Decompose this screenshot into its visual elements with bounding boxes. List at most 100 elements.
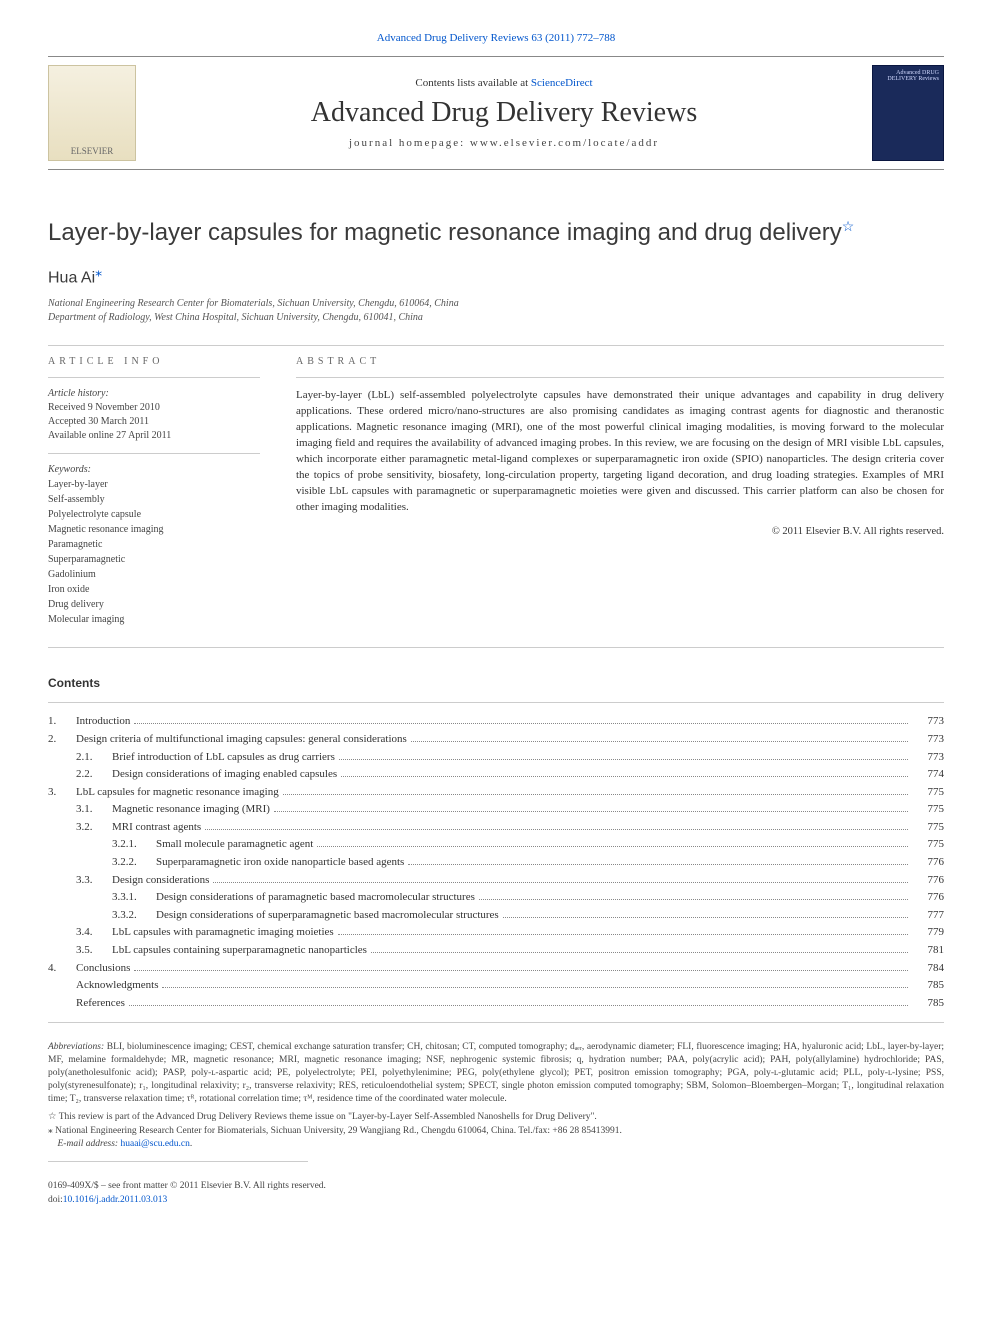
toc-number: 3.3.1. [112, 889, 156, 907]
toc-page: 775 [912, 836, 944, 854]
toc-row[interactable]: 3.1.Magnetic resonance imaging (MRI)775 [48, 801, 944, 819]
abbreviations-label: Abbreviations: [48, 1042, 104, 1052]
footer-block: 0169-409X/$ – see front matter © 2011 El… [48, 1180, 944, 1207]
toc-row[interactable]: 3.4.LbL capsules with paramagnetic imagi… [48, 924, 944, 942]
toc-leader-dots [317, 846, 908, 847]
affiliation-2: Department of Radiology, West China Hosp… [48, 311, 944, 325]
affiliation-1: National Engineering Research Center for… [48, 297, 944, 311]
keyword-item: Paramagnetic [48, 537, 260, 552]
toc-leader-dots [341, 776, 908, 777]
toc-row[interactable]: 3.3.2.Design considerations of superpara… [48, 907, 944, 925]
article-info-heading: ARTICLE INFO [48, 356, 260, 367]
banner-center: Contents lists available at ScienceDirec… [136, 77, 872, 149]
corresponding-author-mark[interactable]: ⁎ [95, 263, 102, 279]
toc-row[interactable]: 2.1.Brief introduction of LbL capsules a… [48, 749, 944, 767]
toc-row[interactable]: 1.Introduction773 [48, 713, 944, 731]
toc-row[interactable]: References785 [48, 995, 944, 1013]
toc-row[interactable]: 3.5.LbL capsules containing superparamag… [48, 942, 944, 960]
toc-title: Acknowledgments [76, 977, 158, 995]
affiliations: National Engineering Research Center for… [48, 297, 944, 325]
toc-row[interactable]: 3.2.2.Superparamagnetic iron oxide nanop… [48, 854, 944, 872]
toc-leader-dots [339, 759, 908, 760]
toc-number: 3.3. [76, 872, 112, 890]
toc-leader-dots [129, 1005, 908, 1006]
toc-leader-dots [338, 934, 908, 935]
journal-cover-thumbnail[interactable]: Advanced DRUG DELIVERY Reviews [872, 65, 944, 161]
keywords-list: Layer-by-layerSelf-assemblyPolyelectroly… [48, 477, 260, 627]
toc-title: MRI contrast agents [112, 819, 201, 837]
title-footnote-star[interactable]: ☆ [842, 218, 855, 234]
toc-leader-dots [274, 811, 908, 812]
info-abstract-row: ARTICLE INFO Article history: Received 9… [48, 356, 944, 627]
abstract-body: Layer-by-layer (LbL) self-assembled poly… [296, 388, 944, 516]
toc-leader-dots [205, 829, 908, 830]
doi-prefix: doi: [48, 1195, 63, 1205]
history-accepted: Accepted 30 March 2011 [48, 415, 260, 429]
elsevier-logo[interactable]: ELSEVIER [48, 65, 136, 161]
toc-page: 779 [912, 924, 944, 942]
toc-row[interactable]: 2.Design criteria of multifunctional ima… [48, 731, 944, 749]
toc-page: 775 [912, 819, 944, 837]
toc-title: Introduction [76, 713, 130, 731]
toc-row[interactable]: 2.2.Design considerations of imaging ena… [48, 766, 944, 784]
divider [48, 345, 944, 346]
toc-page: 784 [912, 960, 944, 978]
abstract-copyright: © 2011 Elsevier B.V. All rights reserved… [296, 526, 944, 537]
toc-leader-dots [162, 987, 908, 988]
journal-homepage[interactable]: journal homepage: www.elsevier.com/locat… [148, 137, 860, 149]
toc-row[interactable]: 4.Conclusions784 [48, 960, 944, 978]
article-history-body: Received 9 November 2010 Accepted 30 Mar… [48, 401, 260, 443]
toc-leader-dots [411, 741, 908, 742]
author-name: Hua Ai [48, 269, 95, 286]
toc-row[interactable]: 3.2.1.Small molecule paramagnetic agent7… [48, 836, 944, 854]
toc-title: LbL capsules for magnetic resonance imag… [76, 784, 279, 802]
abstract-heading: ABSTRACT [296, 356, 944, 367]
footnote-email: E-mail address: huaai@scu.edu.cn. [48, 1138, 944, 1151]
toc-row[interactable]: 3.3.Design considerations776 [48, 872, 944, 890]
footnote-corresponding: ⁎ National Engineering Research Center f… [48, 1125, 944, 1138]
article-title: Layer-by-layer capsules for magnetic res… [48, 218, 944, 247]
toc-row[interactable]: Acknowledgments 785 [48, 977, 944, 995]
toc-row[interactable]: 3.3.1.Design considerations of paramagne… [48, 889, 944, 907]
toc-leader-dots [503, 917, 908, 918]
toc-number: 2. [48, 731, 76, 749]
toc-title: Superparamagnetic iron oxide nanoparticl… [156, 854, 404, 872]
toc-row[interactable]: 3.2.MRI contrast agents 775 [48, 819, 944, 837]
history-online: Available online 27 April 2011 [48, 429, 260, 443]
toc-leader-dots [479, 899, 908, 900]
toc-page: 776 [912, 872, 944, 890]
toc-number: 4. [48, 960, 76, 978]
toc-title: Design criteria of multifunctional imagi… [76, 731, 407, 749]
toc-page: 781 [912, 942, 944, 960]
toc-number: 2.2. [76, 766, 112, 784]
toc-page: 773 [912, 731, 944, 749]
toc-page: 785 [912, 977, 944, 995]
doi-link[interactable]: 10.1016/j.addr.2011.03.013 [63, 1195, 167, 1205]
toc-title: LbL capsules with paramagnetic imaging m… [112, 924, 334, 942]
toc-number: 3. [48, 784, 76, 802]
divider [48, 377, 260, 378]
footer-copyright: 0169-409X/$ – see front matter © 2011 El… [48, 1180, 944, 1193]
toc-leader-dots [134, 723, 908, 724]
keyword-item: Magnetic resonance imaging [48, 522, 260, 537]
keyword-item: Iron oxide [48, 582, 260, 597]
toc-leader-dots [213, 882, 908, 883]
toc-leader-dots [283, 794, 908, 795]
toc-title: Design considerations of superparamagnet… [156, 907, 499, 925]
abstract-column: ABSTRACT Layer-by-layer (LbL) self-assem… [296, 356, 944, 627]
toc-leader-dots [371, 952, 908, 953]
toc-page: 773 [912, 749, 944, 767]
journal-citation-link[interactable]: Advanced Drug Delivery Reviews 63 (2011)… [48, 32, 944, 44]
toc-number: 3.3.2. [112, 907, 156, 925]
journal-banner: ELSEVIER Contents lists available at Sci… [48, 56, 944, 170]
keyword-item: Layer-by-layer [48, 477, 260, 492]
abbreviations-block: Abbreviations: BLI, bioluminescence imag… [48, 1041, 944, 1105]
toc-leader-dots [134, 970, 908, 971]
toc-number: 3.2.1. [112, 836, 156, 854]
toc-row[interactable]: 3.LbL capsules for magnetic resonance im… [48, 784, 944, 802]
toc-number: 3.5. [76, 942, 112, 960]
sciencedirect-link[interactable]: ScienceDirect [531, 77, 593, 89]
author-email-link[interactable]: huaai@scu.edu.cn [120, 1139, 189, 1149]
toc-number: 3.2. [76, 819, 112, 837]
author-line: Hua Ai⁎ [48, 263, 944, 287]
